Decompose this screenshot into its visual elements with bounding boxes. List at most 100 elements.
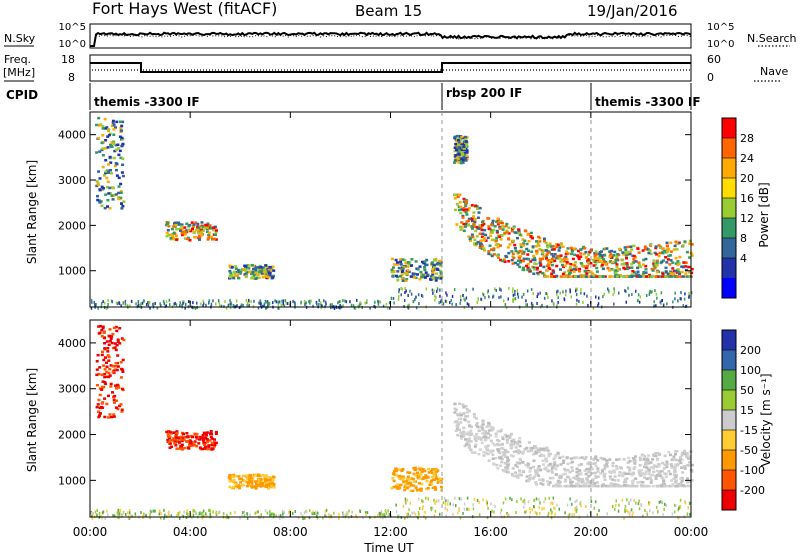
- velocity-ground-cell: [630, 498, 632, 502]
- power-ground-cell: [143, 299, 145, 303]
- power-cell: [477, 227, 481, 230]
- power-ground-cell: [163, 302, 166, 306]
- velocity-cell: [596, 467, 600, 470]
- velocity-cell: [98, 331, 102, 335]
- power-cell: [462, 149, 466, 152]
- velocity-cell: [394, 467, 398, 471]
- velocity-cell: [121, 358, 125, 362]
- power-cell: [632, 274, 636, 277]
- power-cell: [465, 154, 469, 157]
- velocity-cell: [464, 415, 468, 418]
- velocity-cell: [553, 461, 557, 464]
- power-cell: [595, 266, 599, 270]
- power-ground-cell: [224, 300, 226, 303]
- power-ground-cell: [562, 290, 564, 294]
- power-cell: [472, 211, 476, 214]
- power-ground-cell: [407, 303, 409, 307]
- power-cell: [637, 261, 641, 264]
- power-cell: [618, 275, 622, 278]
- velocity-cell: [179, 445, 183, 448]
- velocity-cell: [578, 456, 582, 460]
- velocity-cell: [180, 435, 184, 438]
- power-cell: [674, 262, 678, 265]
- nsearch-trace: [90, 34, 692, 47]
- power-cell: [518, 265, 522, 269]
- nsearch-label: N.Search: [747, 32, 797, 45]
- velocity-cell: [480, 425, 484, 429]
- power-cell: [674, 269, 678, 273]
- velocity-cell: [107, 334, 111, 338]
- velocity-ground-cell: [463, 502, 466, 506]
- power-cell: [237, 268, 240, 272]
- velocity-cell: [254, 486, 258, 489]
- power-cell: [106, 180, 110, 183]
- power-cell: [577, 257, 581, 261]
- power-cell: [464, 210, 468, 214]
- power-ground-cell: [107, 303, 109, 306]
- power-ground-cell: [653, 304, 655, 308]
- velocity-cell: [206, 439, 210, 442]
- velocity-cell: [462, 406, 466, 409]
- power-cell: [420, 275, 424, 279]
- velocity-cell: [412, 480, 416, 483]
- power-cell: [473, 220, 477, 224]
- velocity-cell: [647, 454, 651, 457]
- velocity-cell: [108, 374, 112, 377]
- velocity-cell: [496, 467, 500, 470]
- velocity-cell: [110, 415, 113, 419]
- velocity-cell: [618, 484, 622, 488]
- power-cell: [678, 272, 681, 276]
- velocity-ground-cell: [627, 510, 629, 514]
- power-cell: [528, 268, 532, 271]
- power-ground-cell: [435, 295, 437, 299]
- power-cell: [464, 145, 468, 148]
- velocity-cell: [463, 432, 466, 435]
- velocity-cell: [672, 458, 676, 461]
- power-ground-cell: [486, 291, 489, 295]
- power-ground-cell: [208, 299, 211, 303]
- power-cell: [228, 269, 232, 273]
- power-cell: [171, 232, 175, 236]
- power-cell: [457, 208, 461, 212]
- power-ground-cell: [316, 302, 318, 306]
- velocity-cell: [564, 472, 567, 475]
- velocity-cell: [590, 484, 594, 488]
- power-cell: [215, 229, 218, 232]
- power-ground-cell: [235, 304, 238, 308]
- velocity-cell: [518, 450, 522, 453]
- power-cell: [600, 254, 604, 257]
- velocity-cell: [654, 477, 658, 480]
- power-cell: [212, 237, 216, 241]
- power-ground-cell: [551, 299, 553, 303]
- power-cell: [654, 265, 658, 268]
- velocity-cell: [572, 476, 576, 479]
- power-cell: [505, 231, 509, 234]
- power-cell: [457, 146, 461, 149]
- power-cell: [544, 255, 548, 259]
- velocity-cell: [116, 340, 120, 344]
- power-cell: [174, 223, 178, 227]
- power-cell: [471, 235, 475, 239]
- velocity-cell: [105, 340, 109, 343]
- power-cell: [478, 246, 482, 249]
- power-cell: [516, 259, 520, 263]
- velocity-cell: [594, 464, 598, 468]
- velocity-cell: [655, 469, 659, 473]
- velocity-colorbar-label: -50: [740, 444, 758, 457]
- velocity-cell: [113, 401, 116, 404]
- velocity-colorbar-segment: [722, 390, 736, 411]
- power-cell: [117, 153, 121, 157]
- velocity-cell: [234, 484, 238, 487]
- power-cell: [416, 273, 419, 276]
- velocity-cell: [557, 484, 561, 488]
- velocity-cell: [626, 484, 630, 487]
- power-ground-cell: [215, 302, 217, 306]
- power-ground-cell: [514, 297, 517, 301]
- velocity-cell: [624, 472, 628, 476]
- power-ground-cell: [446, 293, 448, 297]
- velocity-cell: [250, 482, 254, 485]
- power-cell: [205, 226, 209, 230]
- power-ground-cell: [492, 294, 495, 298]
- velocity-ground-cell: [191, 516, 193, 520]
- velocity-cell: [396, 486, 399, 489]
